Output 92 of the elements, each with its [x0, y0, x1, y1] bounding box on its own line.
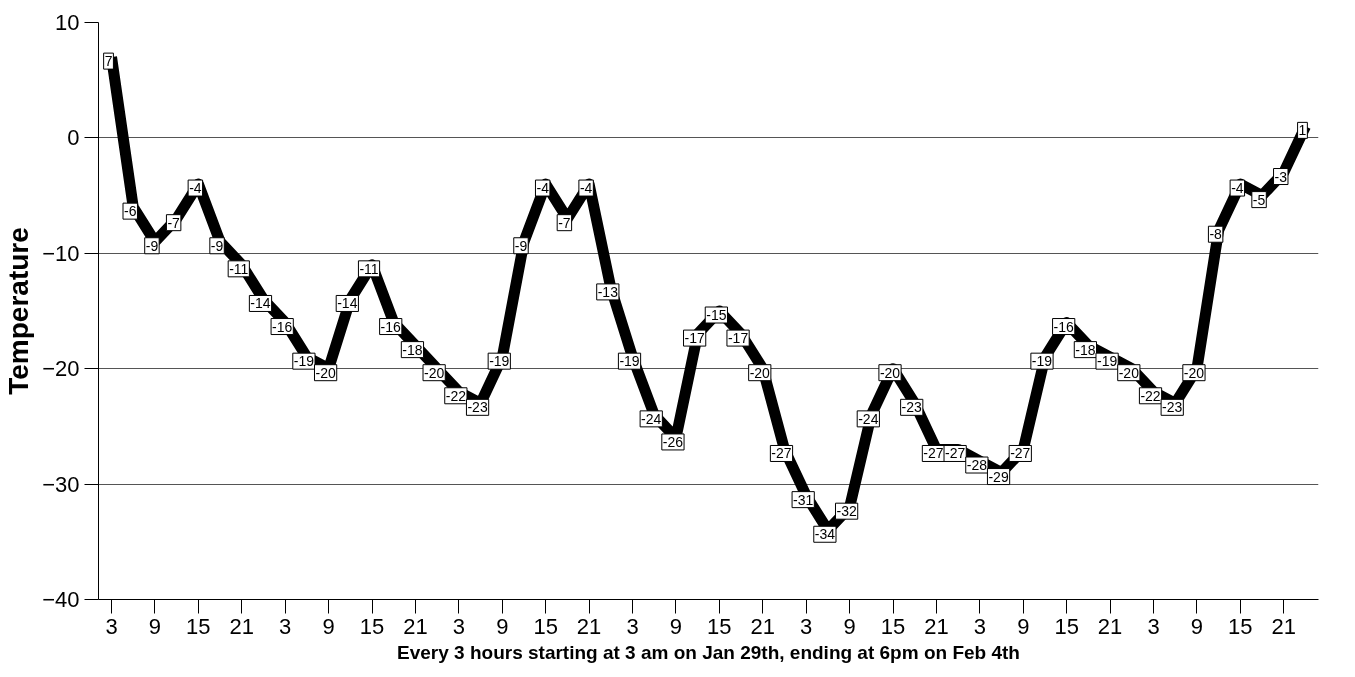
data-label: -18 — [1075, 341, 1096, 358]
data-label: -19 — [619, 353, 640, 370]
x-tick-label: 9 — [669, 613, 683, 639]
data-label: -27 — [771, 445, 792, 462]
data-label: -19 — [489, 353, 510, 370]
data-label: -9 — [145, 237, 159, 254]
x-tick-label: 3 — [800, 613, 813, 639]
data-label: -24 — [641, 410, 662, 427]
data-label: -16 — [272, 318, 293, 335]
x-tick-label: 3 — [452, 613, 465, 639]
data-label: -27 — [945, 445, 966, 462]
data-label: -28 — [966, 457, 988, 474]
data-label: -34 — [814, 526, 836, 543]
x-tick-label: 9 — [148, 613, 162, 639]
x-tick-label: 15 — [359, 613, 385, 639]
data-label: -20 — [1118, 364, 1140, 381]
data-label: -16 — [380, 318, 402, 335]
y-tick-label: −10 — [42, 240, 80, 266]
data-label: -31 — [793, 491, 814, 508]
data-label: 7 — [104, 53, 113, 70]
x-tick-label: 15 — [1054, 613, 1079, 639]
x-tick-label: 9 — [322, 613, 335, 639]
data-label: -24 — [858, 410, 879, 427]
data-label: -4 — [536, 180, 550, 197]
data-label: -26 — [662, 433, 684, 450]
x-axis-title: Every 3 hours starting at 3 am on Jan 29th, ending at 6pm on Feb 4th — [397, 641, 1020, 663]
data-label: -27 — [923, 445, 944, 462]
data-label: -17 — [684, 330, 705, 347]
x-tick-label: 3 — [279, 613, 292, 639]
y-tick-label: 10 — [55, 10, 80, 35]
x-tick-label: 3 — [973, 613, 986, 639]
x-tick-label: 21 — [1097, 613, 1123, 639]
data-label: -19 — [293, 353, 315, 370]
data-label: -29 — [988, 468, 1009, 485]
x-tick-label: 9 — [1190, 613, 1204, 639]
data-label: -20 — [315, 364, 336, 381]
data-label: -7 — [558, 214, 571, 231]
data-label: -9 — [210, 237, 224, 254]
x-tick-label: 15 — [1228, 613, 1253, 639]
data-label: -14 — [337, 295, 358, 312]
y-tick-label: −30 — [42, 471, 80, 497]
data-label: -5 — [1252, 191, 1266, 208]
x-tick-label: 21 — [229, 613, 255, 639]
data-label: -11 — [229, 260, 249, 277]
x-tick-label: 21 — [1271, 613, 1297, 639]
y-tick-label: 0 — [67, 125, 80, 151]
data-label: -16 — [1053, 318, 1075, 335]
x-tick-label: 21 — [924, 613, 949, 639]
x-tick-label: 9 — [1017, 613, 1030, 639]
data-label: -22 — [445, 387, 467, 404]
data-label: -19 — [1031, 353, 1053, 370]
data-label: -13 — [597, 283, 619, 300]
x-tick-label: 9 — [843, 613, 856, 639]
x-tick-label: 3 — [1147, 613, 1160, 639]
data-label: -23 — [1162, 399, 1183, 416]
x-tick-label: 15 — [186, 613, 211, 639]
x-tick-label: 15 — [707, 613, 732, 639]
data-label: -11 — [359, 260, 379, 277]
data-label: -32 — [836, 503, 857, 520]
data-label: -6 — [124, 203, 137, 220]
data-label: -4 — [1231, 180, 1244, 197]
data-label: -18 — [402, 341, 423, 358]
x-tick-label: 3 — [626, 613, 639, 639]
data-label: -8 — [1209, 226, 1223, 243]
x-tick-label: 3 — [105, 613, 118, 639]
data-label: -22 — [1140, 387, 1161, 404]
data-label: -19 — [1096, 353, 1118, 370]
data-label: -23 — [467, 399, 488, 416]
data-label: -23 — [901, 399, 923, 416]
data-label: -14 — [250, 295, 271, 312]
x-tick-label: 21 — [576, 613, 602, 639]
x-tick-label: 15 — [533, 613, 558, 639]
y-tick-label: −40 — [42, 587, 80, 612]
x-tick-label: 21 — [403, 613, 428, 639]
y-axis-title: Temperature — [3, 227, 35, 395]
data-label: 1 — [1298, 122, 1307, 139]
data-label: -27 — [1010, 445, 1031, 462]
y-tick-label: −20 — [42, 356, 80, 382]
data-label: -20 — [424, 364, 445, 381]
data-label: -7 — [167, 214, 181, 231]
data-label: -9 — [514, 237, 528, 254]
data-label: -17 — [727, 330, 749, 347]
data-label: -4 — [189, 180, 202, 197]
data-label: -3 — [1274, 168, 1288, 185]
data-label: -20 — [749, 364, 771, 381]
data-label: -4 — [579, 180, 593, 197]
data-label: -20 — [879, 364, 901, 381]
x-tick-label: 15 — [880, 613, 906, 639]
x-tick-label: 9 — [496, 613, 509, 639]
data-label: -20 — [1183, 364, 1205, 381]
x-tick-label: 21 — [750, 613, 776, 639]
data-label: -15 — [706, 307, 727, 323]
